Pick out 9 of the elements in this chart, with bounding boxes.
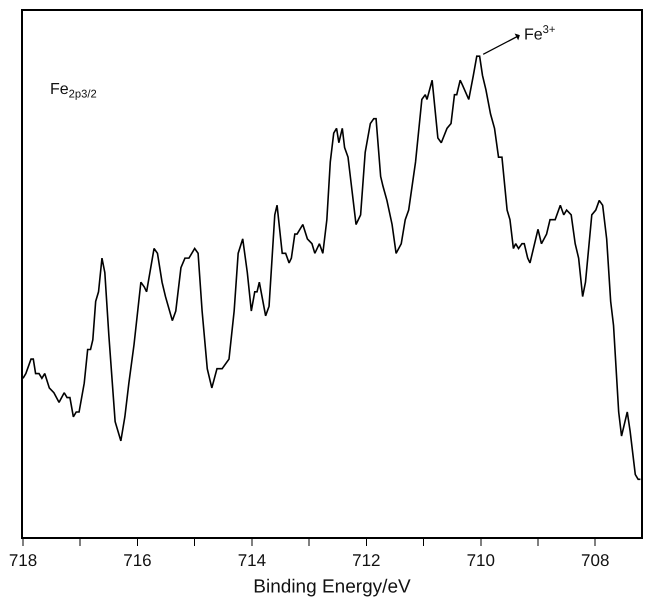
x-tick-label: 708 xyxy=(581,551,610,570)
x-tick-label: 712 xyxy=(352,551,381,570)
x-tick-label: 714 xyxy=(238,551,266,570)
x-tick-label: 718 xyxy=(8,551,38,570)
x-tick-label: 710 xyxy=(466,551,495,570)
x-tick-label: 716 xyxy=(123,551,152,570)
x-axis-title: Binding Energy/eV xyxy=(253,576,412,598)
annotation: Fe$^{3+}$ xyxy=(524,24,556,44)
annotation: Fe$_{2p3/2}$ xyxy=(50,81,97,100)
